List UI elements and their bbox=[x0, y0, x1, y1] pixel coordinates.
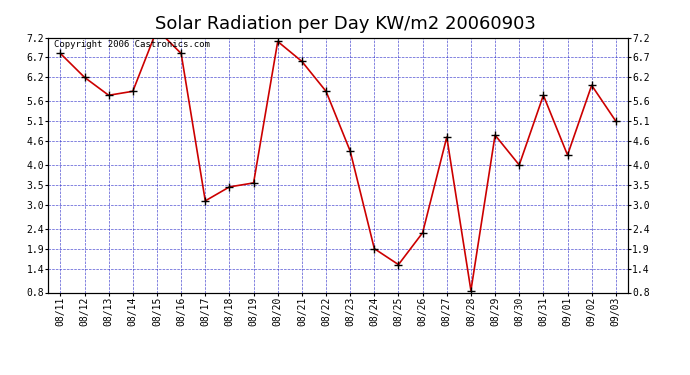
Text: Solar Radiation per Day KW/m2 20060903: Solar Radiation per Day KW/m2 20060903 bbox=[155, 15, 535, 33]
Point bbox=[176, 51, 187, 57]
Point bbox=[369, 246, 380, 252]
Point bbox=[152, 27, 163, 33]
Point bbox=[442, 134, 453, 140]
Point bbox=[200, 198, 211, 204]
Point bbox=[321, 88, 332, 94]
Point bbox=[128, 88, 139, 94]
Point bbox=[417, 230, 428, 236]
Point bbox=[104, 92, 115, 98]
Point bbox=[55, 51, 66, 57]
Point bbox=[273, 39, 284, 45]
Point bbox=[466, 288, 477, 294]
Point bbox=[248, 180, 259, 186]
Point bbox=[224, 184, 235, 190]
Point bbox=[611, 118, 622, 124]
Point bbox=[514, 162, 525, 168]
Text: Copyright 2006 Castronics.com: Copyright 2006 Castronics.com bbox=[54, 40, 210, 49]
Point bbox=[586, 82, 598, 88]
Point bbox=[345, 148, 356, 154]
Point bbox=[490, 132, 501, 138]
Point bbox=[297, 58, 308, 64]
Point bbox=[79, 74, 90, 80]
Point bbox=[393, 262, 404, 268]
Point bbox=[562, 152, 573, 158]
Point bbox=[538, 92, 549, 98]
